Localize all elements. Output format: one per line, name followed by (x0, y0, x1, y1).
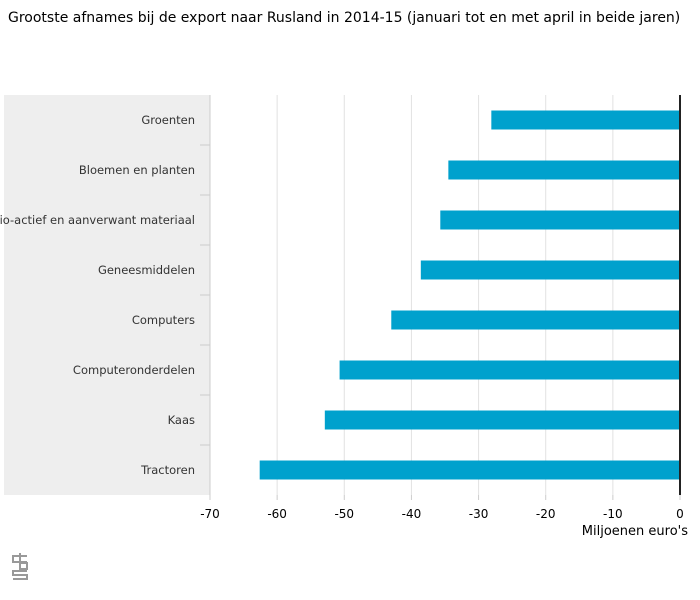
x-tick-label: -20 (536, 507, 556, 521)
bar (259, 460, 680, 480)
bar (440, 210, 680, 230)
x-tick-label: -50 (334, 507, 354, 521)
category-label: Tractoren (140, 463, 195, 477)
bar (420, 260, 680, 280)
x-tick-label: -40 (402, 507, 422, 521)
bar (491, 110, 680, 130)
category-label: Bloemen en planten (79, 163, 195, 177)
x-tick-label: -10 (603, 507, 623, 521)
chart-title: Grootste afnames bij de export naar Rusl… (8, 10, 681, 26)
bar (448, 160, 680, 180)
category-label: Kaas (168, 413, 195, 427)
bar (339, 360, 680, 380)
bar (324, 410, 680, 430)
category-label: Geneesmiddelen (98, 263, 195, 277)
x-axis-label: Miljoenen euro's (582, 524, 688, 539)
label-panel (4, 95, 210, 495)
category-label: Computers (132, 313, 195, 327)
x-tick-label: -60 (267, 507, 287, 521)
category-label: Computeronderdelen (73, 363, 195, 377)
cbs-logo-icon (12, 553, 28, 580)
x-tick-label: 0 (676, 507, 684, 521)
bar (391, 310, 680, 330)
category-label: Radio-actief en aanverwant materiaal (0, 213, 195, 227)
category-label: Groenten (141, 113, 195, 127)
x-tick-label: -30 (469, 507, 489, 521)
x-tick-label: -70 (200, 507, 220, 521)
